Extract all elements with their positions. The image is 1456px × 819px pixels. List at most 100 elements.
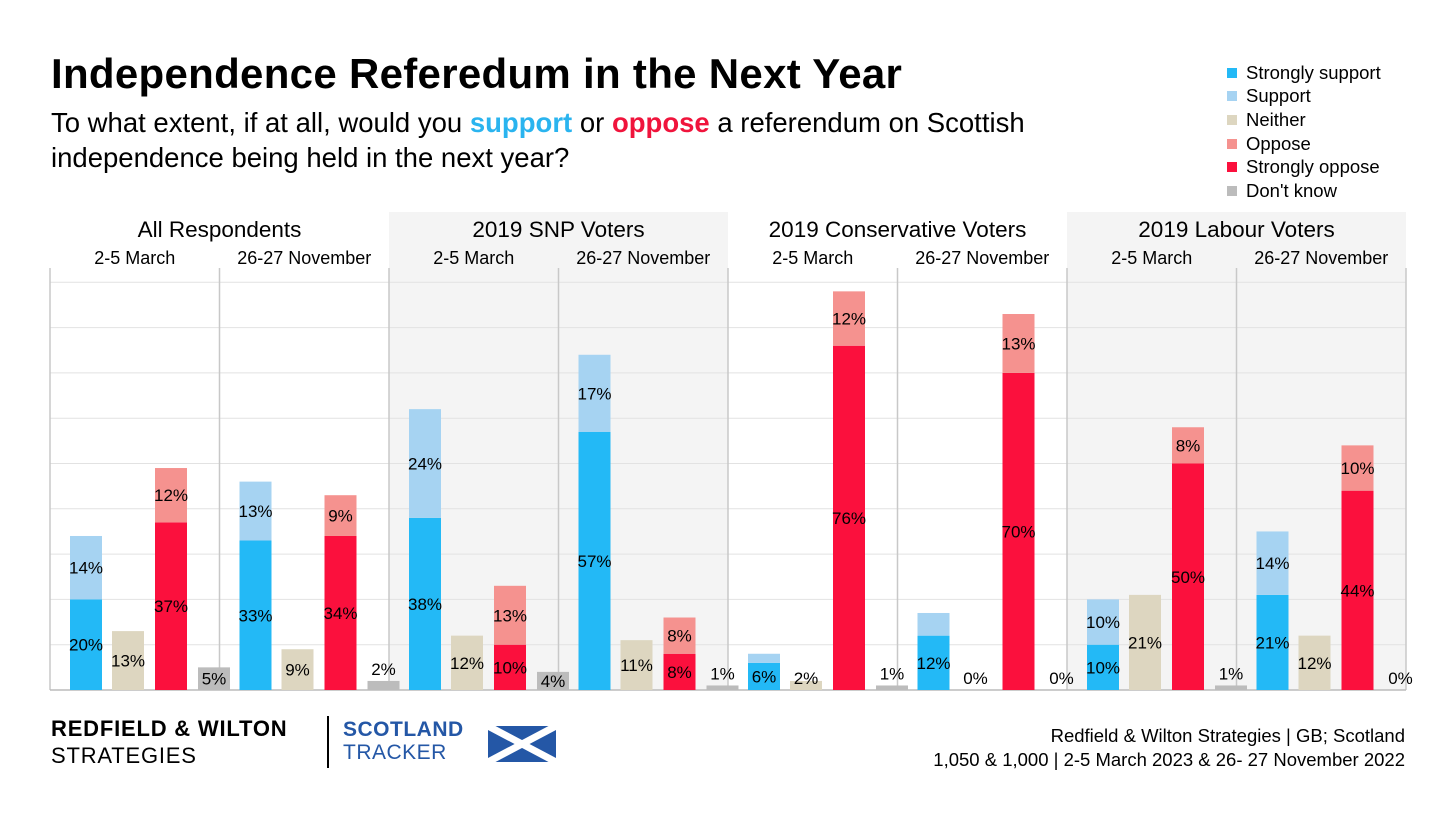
data-label-dont-know: 5%	[202, 670, 227, 689]
bar-support	[70, 535, 102, 600]
subtitle-part1: To what extent, if at all, would you	[51, 107, 470, 138]
data-label-support: 14%	[1255, 554, 1289, 573]
legend-label: Don't know	[1246, 179, 1337, 201]
legend-item-support: Support	[1227, 85, 1381, 109]
legend-label: Strongly oppose	[1246, 156, 1380, 178]
bar-oppose	[663, 617, 696, 654]
data-label-strongly-oppose: 8%	[667, 663, 692, 682]
legend-label: Strongly support	[1246, 61, 1381, 83]
period-label: 2-5 March	[433, 248, 514, 268]
data-label-support: 13%	[238, 502, 272, 521]
data-label-strongly-oppose: 37%	[154, 597, 188, 616]
bar-strongly-support	[1256, 594, 1289, 690]
data-label-strongly-support: 12%	[916, 654, 950, 673]
data-label-neither: 21%	[1128, 633, 1162, 652]
bar-dont-know	[198, 667, 230, 690]
legend-item-oppose: Oppose	[1227, 132, 1381, 156]
bar-strongly-support	[578, 431, 611, 690]
scotland-flag-icon	[488, 726, 556, 762]
data-label-strongly-support: 33%	[238, 606, 272, 625]
bar-dont-know	[367, 680, 400, 690]
data-label-neither: 2%	[794, 669, 819, 688]
legend-label: Support	[1246, 85, 1311, 107]
legend-label: Oppose	[1246, 132, 1311, 154]
footer-divider	[327, 716, 329, 768]
data-label-oppose: 12%	[154, 486, 188, 505]
group-title: 2019 SNP Voters	[472, 217, 644, 242]
data-label-neither: 12%	[1297, 654, 1331, 673]
bar-oppose	[1172, 427, 1204, 464]
bar-strongly-support	[409, 517, 441, 690]
data-label-oppose: 13%	[1001, 334, 1035, 353]
bar-oppose	[833, 291, 865, 346]
bar-strongly-oppose	[324, 535, 357, 690]
data-label-dont-know: 1%	[880, 664, 905, 683]
data-label-strongly-oppose: 10%	[493, 658, 527, 677]
source-line1: Redfield & Wilton Strategies | GB; Scotl…	[1050, 725, 1405, 746]
chart-subtitle: To what extent, if at all, would you sup…	[51, 105, 1051, 175]
chart-legend: Strongly support Support Neither Oppose Stro…	[1227, 61, 1381, 203]
tracker-line1: SCOTLAND	[343, 718, 464, 741]
data-label-support: 10%	[1086, 613, 1120, 632]
bar-strongly-support	[1087, 644, 1119, 690]
data-label-strongly-support: 57%	[577, 552, 611, 571]
data-label-neither: 0%	[963, 669, 988, 688]
chart-title: Independence Referedum in the Next Year	[51, 50, 903, 97]
period-label: 26-27 November	[576, 248, 710, 268]
legend-item-dont-know: Don't know	[1227, 179, 1381, 203]
group-title: 2019 Labour Voters	[1138, 217, 1334, 242]
bar-neither	[451, 635, 483, 690]
bar-support	[748, 653, 780, 663]
bar-dont-know	[876, 685, 908, 690]
data-label-oppose: 10%	[1340, 459, 1374, 478]
data-label-strongly-oppose: 34%	[323, 604, 357, 623]
period-label: 2-5 March	[1111, 248, 1192, 268]
subtitle-support: support	[469, 107, 573, 138]
data-label-oppose: 12%	[832, 310, 866, 329]
legend-swatch	[1227, 91, 1237, 102]
bar-dont-know	[1215, 685, 1247, 690]
bar-strongly-oppose	[833, 345, 865, 690]
bar-support	[239, 481, 272, 541]
bar-strongly-oppose	[1172, 463, 1204, 690]
bar-neither	[790, 680, 822, 690]
tracker-logo: SCOTLAND TRACKER	[343, 718, 464, 764]
data-label-neither: 9%	[285, 661, 310, 680]
bar-dont-know	[537, 671, 569, 690]
legend-swatch	[1227, 162, 1237, 173]
data-label-strongly-support: 6%	[752, 667, 777, 686]
source-note: Redfield & Wilton Strategies | GB; Scotl…	[933, 724, 1405, 772]
data-label-strongly-support: 38%	[408, 595, 442, 614]
data-label-strongly-support: 21%	[1255, 633, 1289, 652]
bar-strongly-oppose	[663, 653, 696, 690]
legend-swatch	[1227, 185, 1237, 196]
subtitle-part2: or	[572, 107, 612, 138]
bar-support	[409, 409, 441, 518]
tracker-line2: TRACKER	[343, 741, 447, 764]
legend-item-neither: Neither	[1227, 108, 1381, 132]
group-title: 2019 Conservative Voters	[769, 217, 1027, 242]
data-label-strongly-support: 20%	[69, 636, 103, 655]
subtitle-part3: a referendum on Scottish independence be…	[51, 107, 1025, 173]
brand-name-line1: REDFIELD & WILTON	[51, 716, 288, 741]
bar-neither	[1129, 594, 1161, 690]
data-label-oppose: 8%	[1176, 436, 1201, 455]
data-label-dont-know: 0%	[1049, 669, 1074, 688]
data-label-oppose: 9%	[328, 507, 353, 526]
data-label-neither: 13%	[111, 652, 145, 671]
period-label: 26-27 November	[237, 248, 371, 268]
data-label-strongly-support: 10%	[1086, 658, 1120, 677]
source-line2: 1,050 & 1,000 | 2-5 March 2023 & 26- 27 …	[933, 749, 1405, 770]
legend-label: Neither	[1246, 108, 1306, 130]
bar-strongly-support	[70, 599, 102, 690]
bar-dont-know	[706, 685, 739, 690]
bar-strongly-support	[917, 635, 950, 690]
period-label: 26-27 November	[1254, 248, 1388, 268]
bar-strongly-oppose	[494, 644, 526, 690]
data-label-support: 17%	[577, 384, 611, 403]
data-label-dont-know: 4%	[541, 672, 566, 691]
bar-neither	[112, 631, 144, 690]
legend-swatch	[1227, 114, 1237, 125]
legend-swatch	[1227, 67, 1237, 78]
